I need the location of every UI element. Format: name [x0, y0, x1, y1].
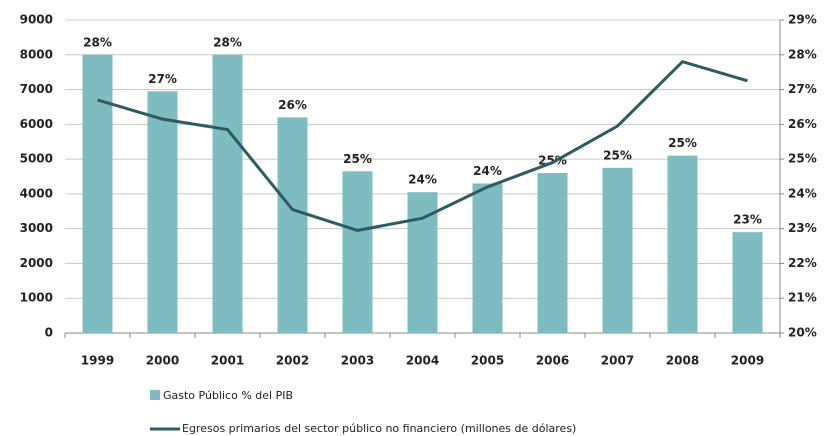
- bar: [537, 173, 568, 333]
- y2-tick-label: 25%: [788, 152, 817, 166]
- x-tick-label: 2006: [536, 354, 569, 368]
- y-tick-label: 6000: [20, 117, 53, 131]
- bar: [342, 171, 373, 333]
- legend-label: Gasto Público % del PIB: [163, 389, 293, 402]
- bar: [147, 91, 178, 334]
- y2-tick-label: 23%: [788, 221, 817, 235]
- bar: [472, 183, 503, 333]
- y2-tick-label: 28%: [788, 47, 817, 61]
- legend-swatch: [150, 390, 160, 400]
- x-tick-label: 2007: [601, 354, 634, 368]
- y2-tick-label: 22%: [788, 256, 817, 270]
- data-label: 23%: [733, 213, 762, 227]
- data-label: 25%: [668, 136, 697, 150]
- data-label: 25%: [603, 148, 632, 162]
- y-tick-label: 8000: [20, 47, 53, 61]
- y-tick-label: 9000: [20, 13, 53, 27]
- bar: [732, 232, 763, 333]
- data-label: 28%: [213, 35, 242, 49]
- data-label: 25%: [343, 152, 372, 166]
- x-tick-label: 2004: [406, 354, 439, 368]
- y-tick-label: 1000: [20, 291, 53, 305]
- bar: [212, 54, 243, 334]
- line-series: [97, 60, 748, 232]
- data-label: 24%: [408, 173, 437, 187]
- x-tick-label: 1999: [81, 354, 114, 368]
- y2-tick-label: 27%: [788, 82, 817, 96]
- y-tick-label: 2000: [20, 256, 53, 270]
- y-tick-label: 7000: [20, 82, 53, 96]
- x-tick-label: 2003: [341, 354, 374, 368]
- bar: [602, 167, 633, 333]
- y2-tick-label: 20%: [788, 326, 817, 340]
- y2-tick-label: 24%: [788, 186, 817, 200]
- y2-tick-label: 29%: [788, 13, 817, 27]
- data-label: 24%: [473, 164, 502, 178]
- bar: [82, 54, 113, 334]
- x-tick-label: 2000: [146, 354, 179, 368]
- y-tick-label: 0: [45, 326, 53, 340]
- x-tick-label: 2008: [666, 354, 699, 368]
- y-tick-label: 4000: [20, 186, 53, 200]
- data-label: 28%: [83, 35, 112, 49]
- bar: [667, 155, 698, 333]
- legend-label: Egresos primarios del sector público no …: [182, 422, 576, 435]
- x-tick-label: 2005: [471, 354, 504, 368]
- data-label: 26%: [278, 98, 307, 112]
- y-tick-label: 5000: [20, 152, 53, 166]
- bar: [407, 192, 438, 333]
- x-tick-label: 2009: [731, 354, 764, 368]
- x-tick-label: 2001: [211, 354, 244, 368]
- x-tick-label: 2002: [276, 354, 309, 368]
- data-label: 27%: [148, 72, 177, 86]
- bar: [277, 117, 308, 333]
- y2-tick-label: 21%: [788, 291, 817, 305]
- y2-tick-label: 26%: [788, 117, 817, 131]
- y-tick-label: 3000: [20, 221, 53, 235]
